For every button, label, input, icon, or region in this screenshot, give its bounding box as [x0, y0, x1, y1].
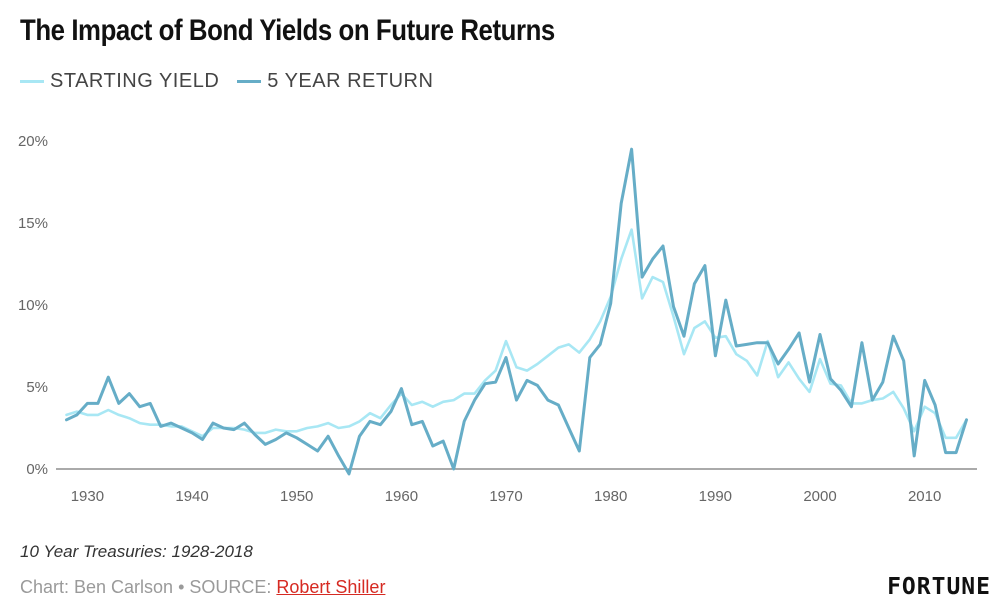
legend-item-starting-yield: STARTING YIELD — [20, 70, 219, 93]
y-tick-label: 0% — [26, 461, 48, 478]
chart-caption: 10 Year Treasuries: 1928-2018 — [20, 542, 253, 561]
legend-swatch-starting-yield — [20, 80, 44, 83]
y-tick-label: 15% — [18, 215, 48, 232]
x-tick-label: 2000 — [803, 488, 836, 505]
legend-label-starting-yield: STARTING YIELD — [50, 70, 220, 92]
chart-title: The Impact of Bond Yields on Future Retu… — [20, 14, 555, 47]
x-axis-ticks: 1930 1940 1950 1960 1970 1980 1990 2000 2010 — [71, 488, 942, 505]
x-tick-label: 1940 — [175, 488, 208, 505]
x-tick-label: 1990 — [699, 488, 732, 505]
series-line-5-year-return — [65, 147, 968, 476]
fortune-logo: FORTUNE — [887, 574, 991, 600]
x-tick-label: 1980 — [594, 488, 627, 505]
chart-legend: STARTING YIELD 5 YEAR RETURN — [20, 70, 451, 93]
x-tick-label: 1970 — [489, 488, 522, 505]
x-tick-label: 2010 — [908, 488, 941, 505]
x-tick-label: 1950 — [280, 488, 313, 505]
x-tick-label: 1960 — [385, 488, 418, 505]
y-tick-label: 5% — [26, 379, 48, 396]
source-link[interactable]: Robert Shiller — [276, 577, 386, 597]
chart-credit: Chart: Ben Carlson • SOURCE: Robert Shil… — [20, 577, 385, 598]
y-tick-label: 20% — [18, 133, 48, 150]
y-axis-ticks: 0% 5% 10% 15% 20% — [18, 133, 48, 478]
y-tick-label: 10% — [18, 297, 48, 314]
legend-label-five-year-return: 5 YEAR RETURN — [267, 70, 434, 92]
x-tick-label: 1930 — [71, 488, 104, 505]
legend-swatch-five-year-return — [237, 80, 262, 83]
series-layer — [65, 147, 968, 476]
legend-item-five-year-return: 5 YEAR RETURN — [237, 70, 433, 93]
series-line-starting-yield — [65, 228, 968, 440]
credit-text: Chart: Ben Carlson • SOURCE: — [20, 577, 277, 597]
